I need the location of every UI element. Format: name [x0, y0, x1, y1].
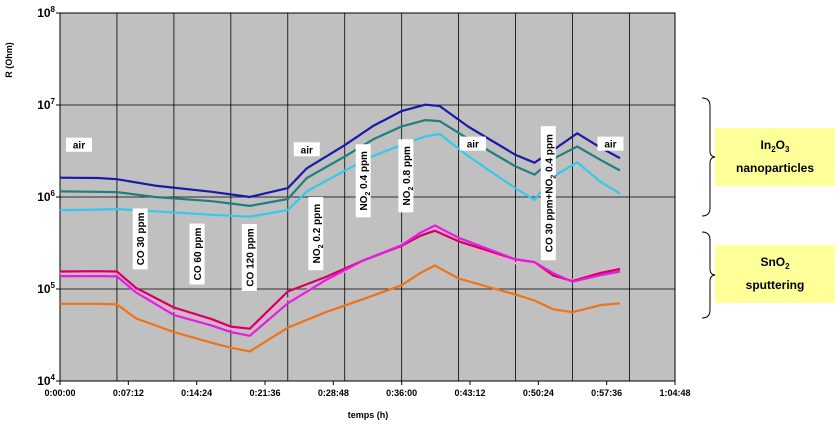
x-tick-label: 0:43:12 — [454, 388, 485, 398]
annotation-label: air — [301, 145, 313, 156]
annotation-group: CO 30 ppm — [133, 208, 148, 269]
x-tick-label: 0:21:36 — [249, 388, 280, 398]
legend-material-part: O — [776, 138, 785, 152]
x-tick-label: 0:07:12 — [113, 388, 144, 398]
legend-description: nanoparticles — [736, 161, 814, 175]
y-tick-exponent: 8 — [51, 5, 56, 14]
x-tick-label: 0:57:36 — [591, 388, 622, 398]
x-tick-label: 0:28:48 — [318, 388, 349, 398]
annotation-label: CO 120 ppm — [245, 228, 256, 286]
legend-box — [715, 245, 835, 303]
annotation-label: air — [467, 140, 479, 151]
legend-box — [715, 128, 835, 186]
y-tick-label: 108 — [37, 5, 55, 20]
legend-subscript: 2 — [785, 262, 790, 271]
x-tick-label: 1:04:48 — [659, 388, 690, 398]
annotation-group: CO 120 ppm — [242, 224, 257, 291]
y-tick-label: 104 — [37, 373, 55, 388]
annotation-group: CO 30 ppm+NO2 0.4 ppm — [541, 126, 558, 260]
annotation-label: CO 60 ppm — [193, 228, 204, 281]
y-tick-exponent: 5 — [51, 281, 56, 290]
y-tick-exponent: 7 — [51, 97, 56, 106]
annotation-group: NO2 0.4 ppm — [356, 144, 373, 217]
annotation-label: air — [604, 140, 616, 151]
legend-description: sputtering — [746, 278, 805, 292]
y-axis-label: R (Ohm) — [4, 42, 14, 78]
legend-brace — [702, 232, 716, 318]
x-axis-label: temps (h) — [348, 410, 389, 420]
annotation-tail: 0.8 ppm — [402, 146, 413, 187]
annotation-label: air — [73, 141, 85, 152]
annotation-label: CO 30 ppm — [136, 212, 147, 265]
annotation-group: NO2 0.8 ppm — [398, 139, 415, 212]
y-tick-exponent: 6 — [51, 189, 56, 198]
annotation-group: CO 60 ppm — [190, 224, 205, 285]
y-tick-exponent: 4 — [51, 373, 56, 382]
legend-subscript: 3 — [785, 145, 790, 154]
annotation-group: NO2 0.2 ppm — [308, 197, 325, 270]
x-tick-label: 0:36:00 — [386, 388, 417, 398]
legend-brace — [702, 98, 716, 216]
y-tick-label: 105 — [37, 281, 55, 296]
x-tick-label: 0:50:24 — [523, 388, 554, 398]
annotation-tail: 0.2 ppm — [312, 204, 323, 245]
annotation-tail: 0.4 ppm — [359, 151, 370, 192]
y-tick-label: 107 — [37, 97, 55, 112]
annotation-tail: 0.4 ppm — [544, 134, 555, 175]
x-tick-label: 0:00:00 — [44, 388, 75, 398]
y-tick-label: 106 — [37, 189, 55, 204]
x-tick-label: 0:14:24 — [181, 388, 212, 398]
